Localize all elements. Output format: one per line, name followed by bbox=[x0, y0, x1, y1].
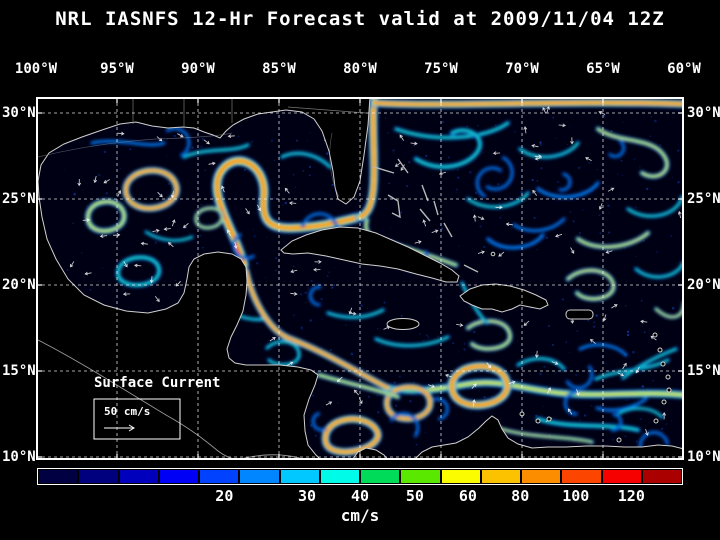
antilles-island bbox=[666, 387, 672, 393]
colorbar-segment bbox=[320, 470, 359, 483]
colorbar-unit-label: cm/s bbox=[340, 506, 380, 525]
colorbar-tick: 120 bbox=[617, 487, 645, 505]
island bbox=[490, 251, 496, 257]
bahamas-island bbox=[387, 194, 401, 219]
colorbar-segment bbox=[39, 470, 78, 483]
lat-tick-label: 30°N bbox=[2, 105, 36, 121]
colorbar-segment bbox=[481, 470, 520, 483]
antilles-island bbox=[616, 437, 622, 443]
lon-tick-label: 60°W bbox=[667, 61, 701, 77]
bahamas-island bbox=[443, 222, 453, 238]
antilles-island bbox=[657, 347, 663, 353]
colorbar-tick: 50 bbox=[405, 487, 424, 505]
lon-tick-label: 75°W bbox=[424, 61, 458, 77]
colorbar-tick: 20 bbox=[215, 487, 234, 505]
lon-tick-label: 100°W bbox=[14, 61, 58, 77]
colorbar-segment bbox=[522, 470, 561, 483]
bahamas-island bbox=[433, 200, 439, 216]
bahamas-island bbox=[397, 158, 409, 174]
colorbar-segment bbox=[401, 470, 440, 483]
lat-tick-label: 25°N bbox=[687, 191, 720, 207]
figure-title: NRL IASNFS 12-Hr Forecast valid at 2009/… bbox=[55, 8, 665, 30]
colorbar-segment bbox=[441, 470, 480, 483]
lat-tick-label: 10°N bbox=[2, 449, 36, 465]
bahamas-island bbox=[419, 208, 431, 222]
north-central-america bbox=[36, 97, 371, 460]
colorbar-segment bbox=[79, 470, 118, 483]
antilles-island bbox=[653, 418, 659, 424]
lat-tick-label: 20°N bbox=[687, 277, 720, 293]
bahamas-island bbox=[463, 264, 479, 273]
colorbar-segment bbox=[361, 470, 400, 483]
antilles-island bbox=[546, 416, 552, 422]
lon-tick-label: 80°W bbox=[343, 61, 377, 77]
colorbar-segment bbox=[119, 470, 158, 483]
cuba bbox=[280, 226, 460, 283]
colorbar-tick: 80 bbox=[511, 487, 530, 505]
surface-current-label: Surface Current bbox=[94, 375, 220, 391]
grid-lines bbox=[36, 97, 684, 460]
lat-tick-label: 15°N bbox=[2, 363, 36, 379]
colorbar-tick: 40 bbox=[350, 487, 370, 505]
antilles-island bbox=[665, 374, 671, 380]
lat-tick-label: 30°N bbox=[687, 105, 720, 121]
hispaniola bbox=[459, 283, 549, 313]
lat-tick-label: 15°N bbox=[687, 363, 720, 379]
bahamas-island bbox=[421, 184, 429, 202]
lon-tick-label: 85°W bbox=[262, 61, 296, 77]
forecast-map: Surface Current 50 cm/s bbox=[36, 97, 684, 460]
bahamas-island bbox=[373, 166, 395, 174]
lat-tick-label: 25°N bbox=[2, 191, 36, 207]
lon-tick-label: 70°W bbox=[505, 61, 539, 77]
lon-tick-label: 95°W bbox=[100, 61, 134, 77]
jamaica bbox=[386, 318, 420, 330]
south-america bbox=[413, 415, 684, 460]
antilles-island bbox=[535, 418, 541, 424]
lat-tick-label: 10°N bbox=[687, 449, 720, 465]
colorbar-segment bbox=[159, 470, 198, 483]
colorbar-segment bbox=[642, 470, 681, 483]
annotations: Surface Current 50 cm/s bbox=[93, 375, 220, 440]
shelf-contour bbox=[329, 132, 340, 198]
antilles-island bbox=[661, 399, 667, 405]
scale-label: 50 cm/s bbox=[104, 405, 150, 418]
colorbar-tick: 100 bbox=[562, 487, 590, 505]
shelf-contour bbox=[37, 132, 233, 158]
puerto-rico bbox=[565, 309, 594, 320]
scale-arrow bbox=[104, 424, 135, 432]
colorbar-segment bbox=[562, 470, 601, 483]
lat-tick-label: 20°N bbox=[2, 277, 36, 293]
state-boundary bbox=[287, 106, 367, 114]
colorbar-segment bbox=[240, 470, 279, 483]
antilles-island bbox=[652, 332, 658, 338]
colorbar-tick: 30 bbox=[297, 487, 317, 505]
colorbar-segment bbox=[602, 470, 641, 483]
antilles-island bbox=[660, 361, 666, 367]
map-frame-border bbox=[36, 97, 684, 460]
colorbar-tick: 60 bbox=[458, 487, 477, 505]
scale-box bbox=[93, 398, 181, 440]
lon-tick-label: 90°W bbox=[181, 61, 215, 77]
surface-current-plot: Surface Current 50 cm/s bbox=[36, 97, 684, 460]
colorbar bbox=[37, 468, 683, 485]
colorbar-segment bbox=[280, 470, 319, 483]
lon-tick-label: 65°W bbox=[586, 61, 620, 77]
colorbar-segment bbox=[200, 470, 239, 483]
